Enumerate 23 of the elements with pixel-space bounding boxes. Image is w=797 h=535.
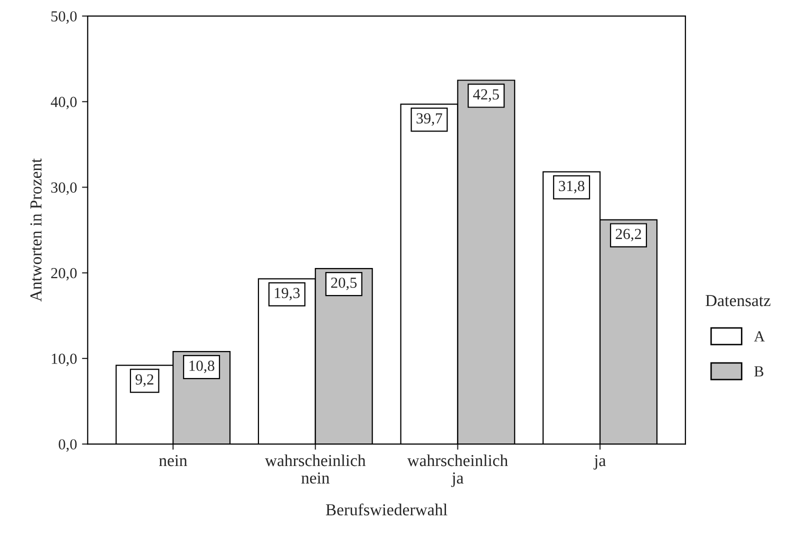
- x-tick-label: wahrscheinlich nein: [264, 454, 366, 484]
- x-axis-title: Berufswiederwahl: [326, 504, 448, 516]
- y-tick-label: 40,0: [50, 96, 77, 110]
- y-tick-label: 0,0: [58, 439, 77, 452]
- x-tick-label: nein: [159, 454, 188, 466]
- y-tick-label: 10,0: [52, 354, 77, 366]
- legend-label: B: [754, 366, 764, 376]
- legend-label: A: [754, 331, 765, 342]
- data-label: 42,5: [473, 89, 499, 102]
- data-label: 9,2: [136, 374, 154, 387]
- x-tick-label: wahrscheinlich ja: [407, 454, 508, 488]
- legend-title: Datensatz: [706, 295, 770, 306]
- data-label: 26,2: [616, 228, 642, 242]
- y-tick-label: 30,0: [51, 182, 77, 195]
- data-label: 31,8: [558, 180, 584, 194]
- x-tick-label: ja: [594, 454, 606, 470]
- y-tick-label: 50,0: [51, 11, 77, 24]
- data-label: 39,7: [416, 113, 442, 126]
- data-label: 19,3: [274, 288, 300, 300]
- data-label: 10,8: [190, 360, 214, 374]
- data-label: 20,5: [331, 278, 357, 290]
- y-tick-label: 20,0: [51, 268, 77, 280]
- y-axis-title: Antworten in Prozent: [30, 158, 42, 302]
